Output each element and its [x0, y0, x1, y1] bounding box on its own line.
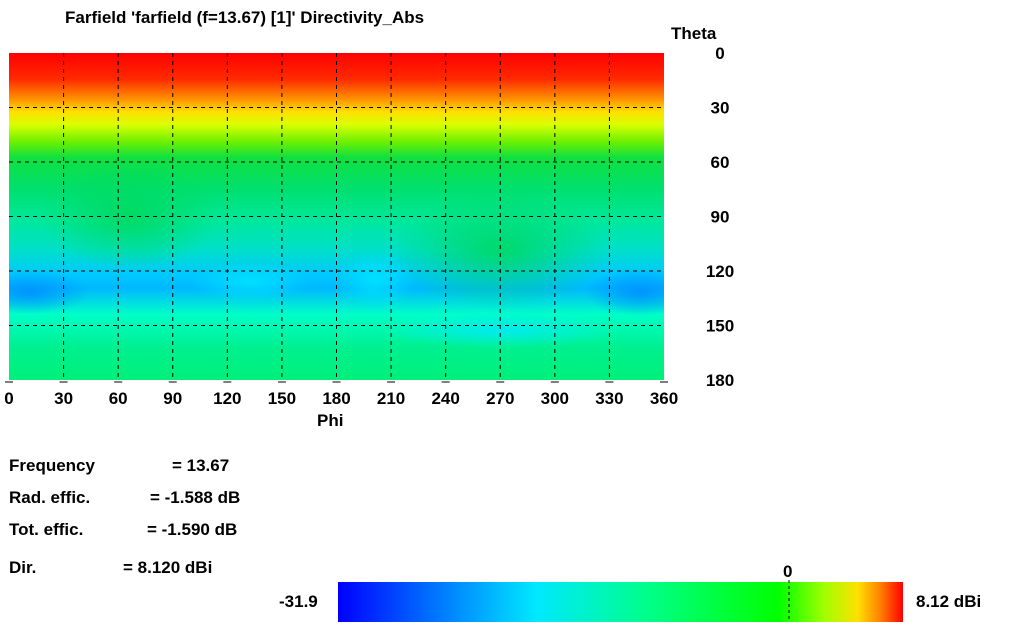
colorbar-marker-label: 0 — [783, 562, 793, 581]
y-tick-label: 150 — [706, 317, 734, 336]
x-tick-label: 150 — [268, 389, 296, 408]
dir-label: Dir. — [9, 558, 37, 577]
rad-effic-label: Rad. effic. — [9, 488, 91, 507]
x-tick-label: 270 — [486, 389, 514, 408]
colorbar — [338, 582, 903, 622]
y-tick-label: 180 — [706, 371, 734, 390]
x-tick-label: 30 — [54, 389, 73, 408]
y-tick-labels: 0 30 60 90 120 150 180 — [706, 44, 734, 390]
x-tick-label: 210 — [377, 389, 405, 408]
frequency-label: Frequency — [9, 456, 95, 475]
y-axis-label: Theta — [671, 24, 717, 43]
x-tick-label: 240 — [431, 389, 459, 408]
heatmap-features — [9, 160, 664, 348]
colorbar-max-label: 8.12 dBi — [916, 592, 982, 611]
x-tick-label: 90 — [163, 389, 182, 408]
x-tick-label: 300 — [541, 389, 569, 408]
dir-value: = 8.120 dBi — [123, 558, 213, 577]
y-tick-label: 60 — [711, 153, 730, 172]
x-tick-label: 60 — [109, 389, 128, 408]
frequency-value: = 13.67 — [172, 456, 230, 475]
chart-title: Farfield 'farfield (f=13.67) [1]' Direct… — [65, 8, 425, 27]
x-axis-label: Phi — [317, 411, 344, 430]
tot-effic-value: = -1.590 dB — [147, 520, 238, 539]
y-tick-label: 90 — [711, 208, 730, 227]
x-tick-label: 360 — [650, 389, 678, 408]
y-tick-label: 0 — [715, 44, 724, 63]
x-tick-label: 0 — [4, 389, 13, 408]
grid-lines — [5, 53, 668, 383]
colorbar-min-label: -31.9 — [279, 592, 318, 611]
x-tick-label: 330 — [595, 389, 623, 408]
x-tick-label: 120 — [213, 389, 241, 408]
rad-effic-value: = -1.588 dB — [150, 488, 241, 507]
tot-effic-label: Tot. effic. — [9, 520, 84, 539]
x-tick-labels: 0 30 60 90 120 150 180 210 240 270 300 330 360 — [4, 389, 678, 408]
y-tick-label: 120 — [706, 262, 734, 281]
y-tick-label: 30 — [711, 99, 730, 118]
x-tick-label: 180 — [322, 389, 350, 408]
